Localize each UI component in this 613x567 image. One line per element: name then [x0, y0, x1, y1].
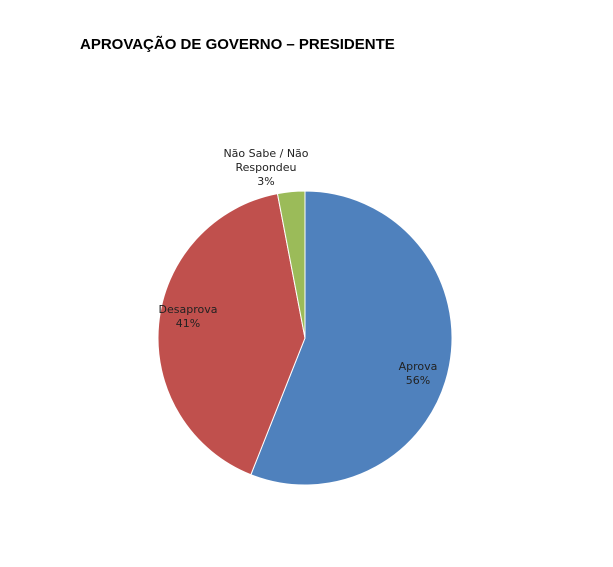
value-label: 3%: [257, 175, 275, 188]
pie-slice: [276, 190, 306, 339]
pie-slice: [250, 190, 453, 486]
pie-slice: [157, 193, 306, 476]
value-label: 41%: [175, 317, 201, 330]
slice-label: Não Sabe / Não Respondeu 3%: [218, 147, 314, 189]
value-label: 56%: [405, 374, 431, 387]
slice-label: Aprova 56%: [370, 360, 466, 388]
category-label: Não Sabe / Não Respondeu: [223, 147, 309, 174]
slice-label: Desaprova 41%: [140, 303, 236, 331]
category-label: Desaprova: [158, 303, 218, 316]
category-label: Aprova: [398, 360, 438, 373]
chart-title: APROVAÇÃO DE GOVERNO – PRESIDENTE: [80, 36, 395, 53]
